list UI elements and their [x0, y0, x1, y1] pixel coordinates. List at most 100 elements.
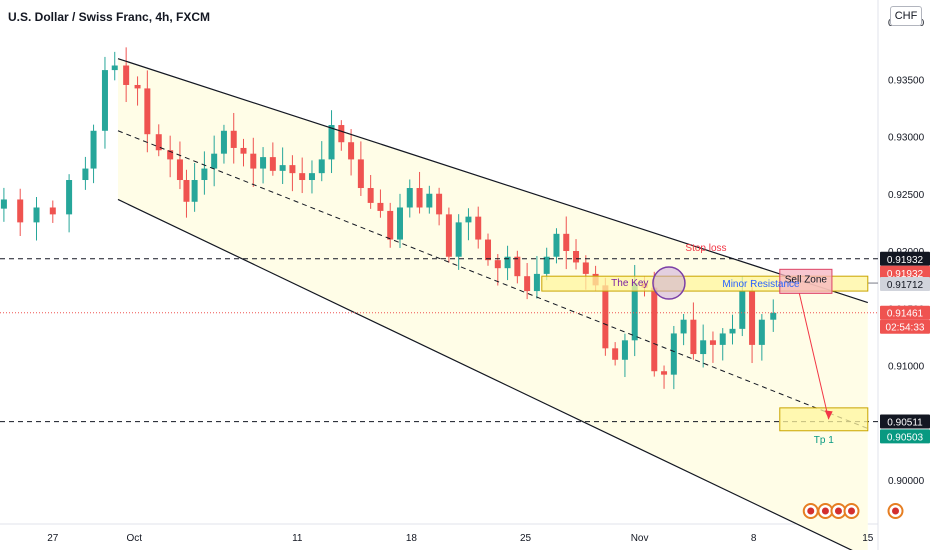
candle-body [582, 262, 589, 274]
sell-zone-label: Sell Zone [785, 274, 828, 285]
candle-body [524, 276, 531, 292]
candle-body [17, 199, 24, 223]
candle-body [445, 214, 452, 257]
candle-body [406, 188, 413, 208]
price-tag-box [880, 251, 930, 266]
candle-body [82, 168, 89, 181]
x-tick-label: Nov [631, 533, 649, 544]
candle-body [357, 159, 364, 189]
candle-body [612, 348, 619, 360]
x-tick-label: 18 [406, 533, 418, 544]
candle-body [183, 180, 190, 202]
axes-layer: 0.900000.905000.910000.915000.920000.925… [47, 18, 930, 544]
candle-body [318, 159, 325, 174]
price-tag-label: 0.91932 [887, 255, 924, 266]
economic-event-icon-dot [807, 507, 815, 515]
candle-body [494, 260, 501, 269]
candle-body [260, 157, 267, 169]
economic-event-icon-dot [892, 507, 900, 515]
target-arrow-line [798, 293, 830, 420]
price-tag-label: 0.90503 [887, 432, 924, 443]
annotations-layer: The Key Sell Zone Tp 1 Stop loss Minor Resis… [0, 58, 904, 550]
x-tick-label: 15 [862, 533, 874, 544]
candle-body [220, 130, 227, 154]
currency-button[interactable]: CHF [890, 6, 922, 26]
candle-body [553, 233, 560, 257]
candle-body [0, 199, 7, 209]
y-tick-label: 0.91000 [888, 362, 925, 373]
candle-body [387, 210, 394, 240]
candle-body [396, 207, 403, 240]
candle-body [250, 153, 257, 169]
stop-loss-label: Stop loss [685, 243, 726, 254]
candle-body [308, 173, 315, 181]
economic-event-icon-dot [834, 507, 842, 515]
candle-body [709, 340, 716, 345]
price-tag-box [880, 429, 930, 444]
minor-resistance-label: Minor Resistance [722, 279, 800, 290]
candle-body [111, 65, 118, 71]
price-tag-label: 02:54:33 [886, 323, 925, 334]
x-tick-label: Oct [127, 533, 143, 544]
candle-body [240, 147, 247, 154]
candle-body [651, 287, 658, 372]
candle-body [377, 202, 384, 211]
y-tick-label: 0.93500 [888, 75, 925, 86]
candle-body [670, 333, 677, 375]
channel-lower-line [117, 198, 853, 550]
candle-body [269, 157, 276, 171]
candle-body [514, 256, 521, 277]
x-tick-label: 8 [751, 533, 757, 544]
candle-body [155, 134, 162, 151]
candle-body [299, 173, 306, 181]
candle-body [167, 150, 174, 160]
price-tag-box [880, 265, 930, 280]
price-tag-label: 0.90511 [887, 417, 923, 428]
candle-body [504, 256, 511, 269]
candle-body [348, 142, 355, 160]
candle-body [33, 207, 40, 223]
candle-body [758, 319, 765, 345]
channel-fill [118, 58, 868, 550]
candle-body [465, 216, 472, 223]
candle-body [455, 222, 462, 257]
candle-body [338, 125, 345, 143]
candle-body [485, 239, 492, 261]
candle-body [749, 291, 756, 345]
key-highlight-ellipse [652, 266, 686, 300]
candle-body [144, 88, 151, 135]
candle-body [289, 165, 296, 174]
candle-body [475, 216, 482, 240]
candle-body [416, 188, 423, 208]
candle-body [367, 188, 374, 203]
price-tag-box [880, 276, 930, 291]
candle-body [680, 319, 687, 334]
candle-body [543, 256, 550, 274]
candle-body [729, 328, 736, 334]
candle-body [49, 207, 56, 215]
candle-body [176, 159, 183, 181]
economic-event-icon-dot [848, 507, 855, 515]
candles-layer [0, 47, 777, 390]
candle-body [661, 371, 668, 375]
price-tag-label: 0.91461 [887, 309, 924, 320]
candle-body [66, 180, 73, 215]
candle-body [739, 291, 746, 329]
x-tick-label: 25 [520, 533, 532, 544]
sell-zone [779, 268, 833, 294]
x-tick-label: 11 [292, 533, 303, 544]
candle-body [770, 312, 777, 320]
candle-body [279, 165, 286, 171]
candle-body [700, 340, 707, 355]
candle-body [573, 251, 580, 263]
candle-body [211, 153, 218, 169]
candle-body [621, 340, 628, 360]
price-tag-box [880, 319, 930, 334]
target-zone-label: Tp 1 [814, 435, 834, 446]
candle-body [123, 65, 130, 85]
key-zone-label: The Key [611, 278, 648, 289]
candle-body [426, 193, 433, 208]
candle-body [328, 125, 335, 160]
economic-event-icon-dot [821, 507, 829, 515]
